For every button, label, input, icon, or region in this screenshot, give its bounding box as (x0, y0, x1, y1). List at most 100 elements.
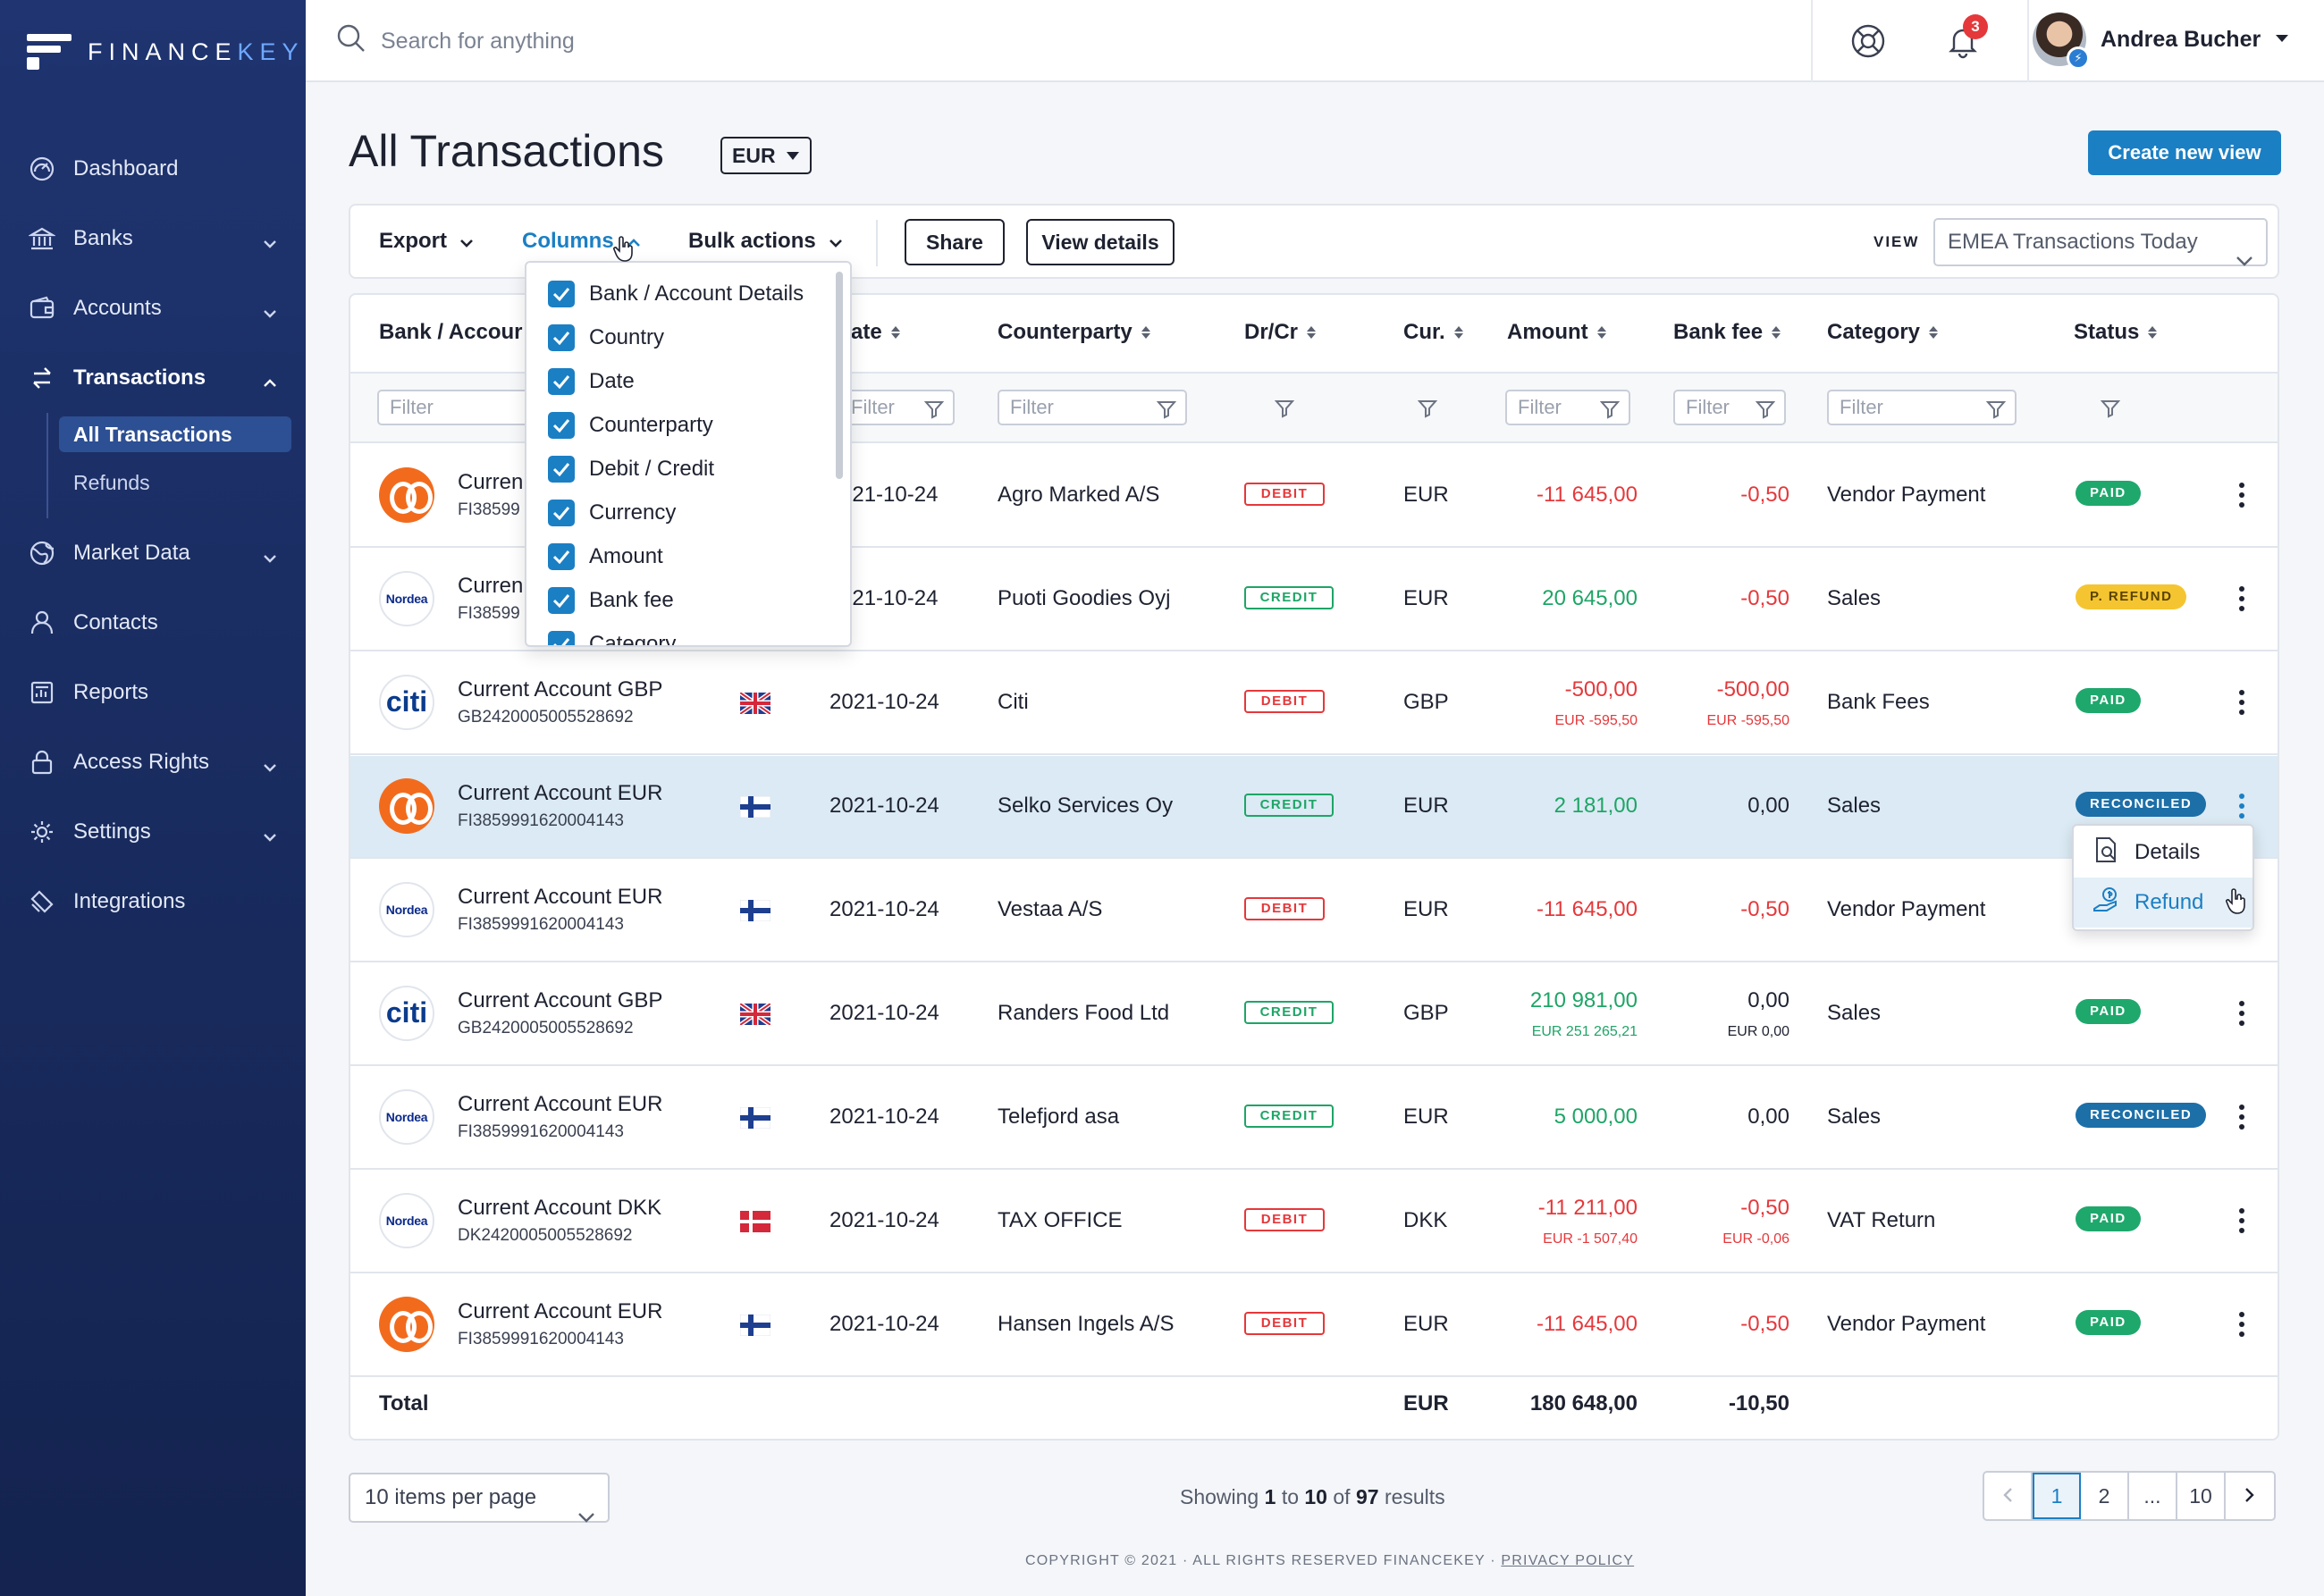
table-row[interactable]: citi Current Account GBP GB242000500552869… (350, 652, 2278, 755)
row-actions-kebab-icon[interactable] (2236, 583, 2247, 615)
user-menu[interactable]: ⚡ Andrea Bucher (2033, 13, 2289, 70)
next-page-button[interactable] (2226, 1473, 2274, 1519)
column-header-bank-fee[interactable]: Bank fee (1673, 320, 1781, 345)
contacts-icon (27, 608, 57, 638)
table-row[interactable]: citi Current Account GBP GB242000500552869… (350, 963, 2278, 1066)
brand-logo[interactable]: FINANCEKEY (27, 32, 305, 71)
drcr-badge: CREDIT (1244, 1105, 1334, 1128)
sidebar-item-contacts[interactable]: Contacts (0, 588, 306, 658)
column-option[interactable]: Date (548, 368, 635, 395)
create-new-view-button[interactable]: Create new view (2088, 130, 2281, 175)
column-option[interactable]: Currency (548, 500, 676, 526)
search-input[interactable]: Search for anything (381, 29, 575, 54)
column-option[interactable]: Bank / Account Details (548, 281, 804, 307)
status-badge: PAID (2076, 999, 2141, 1024)
filter-icon[interactable] (1274, 399, 1295, 423)
column-header-date[interactable]: ate (851, 320, 900, 345)
row-actions-kebab-icon[interactable] (2236, 997, 2247, 1029)
checkbox-checked-icon[interactable] (548, 587, 575, 614)
bulk-actions-dropdown[interactable]: Bulk actions (688, 229, 843, 254)
export-dropdown[interactable]: Export (379, 229, 474, 254)
notifications-bell-icon[interactable]: 3 (1940, 14, 1988, 64)
drcr-badge: DEBIT (1244, 897, 1325, 920)
row-actions-kebab-icon[interactable] (2236, 1205, 2247, 1237)
sidebar-item-market-data[interactable]: Market Data (0, 518, 306, 588)
column-header-currency[interactable]: Cur. (1403, 320, 1463, 345)
checkbox-checked-icon[interactable] (548, 412, 575, 439)
column-option[interactable]: Amount (548, 543, 663, 570)
column-option[interactable]: Counterparty (548, 412, 713, 439)
columns-dropdown[interactable]: Columns (522, 229, 641, 254)
sidebar-item-label: Access Rights (73, 750, 210, 774)
sidebar-subitem-all-transactions[interactable]: All Transactions (59, 416, 291, 452)
checkbox-checked-icon[interactable] (548, 543, 575, 570)
share-button[interactable]: Share (905, 219, 1005, 265)
page-button-2[interactable]: 2 (2081, 1473, 2129, 1519)
checkbox-checked-icon[interactable] (548, 631, 575, 645)
search-bar[interactable]: Search for anything (336, 23, 575, 60)
filter-input-bank[interactable]: Filter (377, 390, 538, 425)
column-header-status[interactable]: Status (2074, 320, 2158, 345)
items-per-page-select[interactable]: 10 items per page (349, 1473, 610, 1523)
column-header-category[interactable]: Category (1827, 320, 1939, 345)
column-option[interactable]: Category (548, 631, 676, 645)
column-header-amount[interactable]: Amount (1507, 320, 1606, 345)
filter-icon[interactable] (1417, 399, 1438, 423)
sidebar-subitem-refunds[interactable]: Refunds (73, 471, 150, 494)
column-header-counterparty[interactable]: Counterparty (998, 320, 1150, 345)
checkbox-checked-icon[interactable] (548, 500, 575, 526)
row-actions-kebab-icon[interactable] (2236, 686, 2247, 718)
menu-item-refund[interactable]: Refund (2074, 878, 2252, 928)
sidebar-item-banks[interactable]: Banks (0, 204, 306, 273)
integrations-icon (27, 886, 57, 917)
view-select[interactable]: EMEA Transactions Today (1933, 218, 2268, 266)
help-icon[interactable] (1845, 18, 1891, 64)
column-header-bank[interactable]: Bank / Accour (379, 320, 523, 344)
prev-page-button[interactable] (1984, 1473, 2033, 1519)
counterparty: Hansen Ingels A/S (998, 1312, 1175, 1336)
column-option[interactable]: Debit / Credit (548, 456, 714, 483)
column-option[interactable]: Country (548, 324, 664, 351)
sidebar-item-dashboard[interactable]: Dashboard (0, 134, 306, 204)
view-details-button[interactable]: View details (1026, 219, 1175, 265)
checkbox-checked-icon[interactable] (548, 456, 575, 483)
column-option-label: Bank / Account Details (589, 281, 804, 306)
sidebar-item-integrations[interactable]: Integrations (0, 867, 306, 937)
table-row[interactable]: Nordea Current Account DKK DK2420005005528… (350, 1171, 2278, 1273)
sidebar-item-transactions[interactable]: Transactions (0, 343, 306, 413)
filter-input-date[interactable]: Filter (838, 390, 955, 425)
table-row[interactable]: Nordea Current Account EUR FI3859991620004… (350, 860, 2278, 962)
table-row[interactable]: Current Account EUR FI3859991620004143 202… (350, 1274, 2278, 1377)
amount: -500,00 (1564, 677, 1638, 701)
columns-menu-scrollbar[interactable] (836, 272, 843, 479)
sidebar-item-accounts[interactable]: Accounts (0, 273, 306, 343)
table-row[interactable]: Current Account EUR FI3859991620004143 202… (350, 756, 2278, 859)
filter-input-counterparty[interactable]: Filter (998, 390, 1187, 425)
privacy-policy-link[interactable]: PRIVACY POLICY (1501, 1553, 1635, 1568)
filter-input-bank-fee[interactable]: Filter (1673, 390, 1786, 425)
row-actions-kebab-icon[interactable] (2236, 1308, 2247, 1340)
filter-icon[interactable] (2100, 399, 2121, 423)
sidebar-item-reports[interactable]: Reports (0, 658, 306, 727)
page-button-10[interactable]: 10 (2177, 1473, 2226, 1519)
filter-input-amount[interactable]: Filter (1505, 390, 1630, 425)
row-actions-kebab-icon[interactable] (2236, 1101, 2247, 1133)
currency: DKK (1403, 1208, 1448, 1232)
sidebar-item-settings[interactable]: Settings (0, 797, 306, 867)
checkbox-checked-icon[interactable] (548, 368, 575, 395)
menu-item-details[interactable]: Details (2074, 827, 2252, 878)
table-row[interactable]: Nordea Curren FI38599 021-10-24 Puoti Goodie… (350, 549, 2278, 651)
table-row[interactable]: Nordea Current Account EUR FI3859991620004… (350, 1067, 2278, 1170)
currency-select[interactable]: EUR (720, 137, 812, 174)
column-option[interactable]: Bank fee (548, 587, 674, 614)
row-actions-kebab-icon[interactable] (2236, 790, 2247, 822)
divider (2027, 0, 2029, 82)
filter-input-category[interactable]: Filter (1827, 390, 2017, 425)
column-header-drcr[interactable]: Dr/Cr (1244, 320, 1317, 345)
checkbox-checked-icon[interactable] (548, 324, 575, 351)
table-row[interactable]: Curren FI38599 021-10-24 Agro Marked A/S DEB… (350, 445, 2278, 548)
page-button-1[interactable]: 1 (2033, 1473, 2081, 1519)
row-actions-kebab-icon[interactable] (2236, 479, 2247, 511)
sidebar-item-access-rights[interactable]: Access Rights (0, 727, 306, 797)
checkbox-checked-icon[interactable] (548, 281, 575, 307)
